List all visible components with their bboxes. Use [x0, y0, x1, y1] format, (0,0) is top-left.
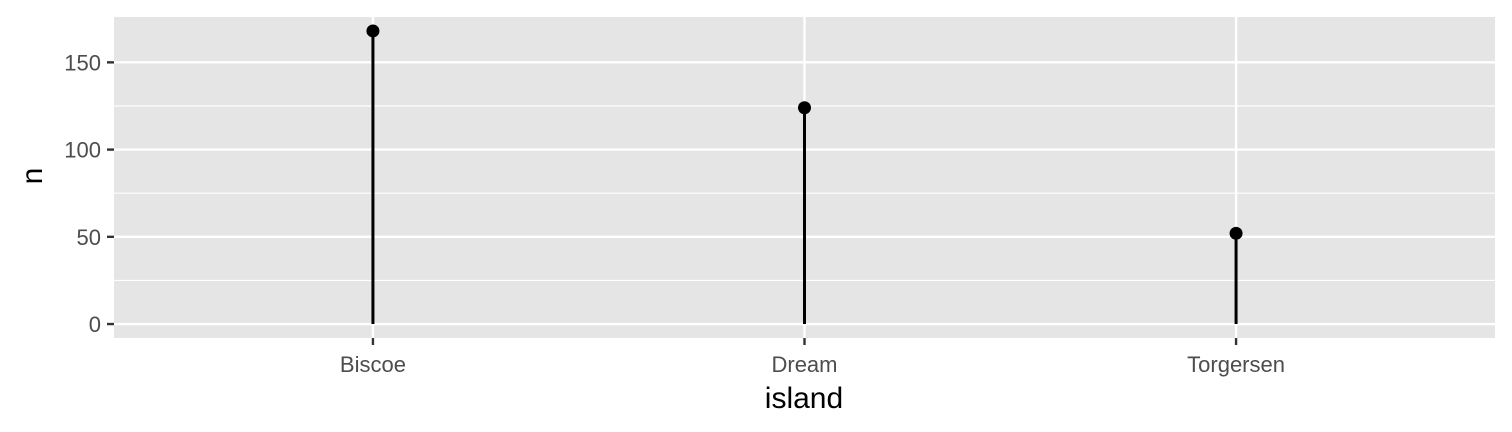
lollipop-points: [366, 24, 1243, 240]
y-tick-label: 50: [77, 225, 101, 250]
x-axis-title: island: [765, 382, 843, 415]
y-tick-label: 100: [64, 138, 101, 163]
y-axis-title: n: [16, 168, 49, 185]
data-point: [366, 24, 380, 38]
lollipop-stems: [371, 30, 1238, 325]
x-tick-label: Biscoe: [340, 352, 406, 377]
x-axis: Biscoe Dream Torgersen: [340, 338, 1285, 377]
data-point: [1229, 226, 1243, 240]
x-tick-label: Torgersen: [1187, 352, 1285, 377]
y-tick-label: 150: [64, 50, 101, 75]
x-tick-label: Dream: [771, 352, 837, 377]
data-point: [798, 101, 811, 115]
y-axis: 0 50 100 150: [64, 50, 114, 337]
y-tick-label: 0: [89, 312, 101, 337]
